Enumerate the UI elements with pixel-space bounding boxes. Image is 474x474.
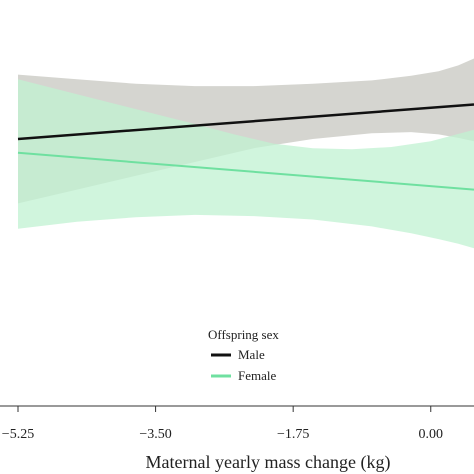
line-female: [17, 151, 474, 191]
x-tick-label: −5.25: [2, 427, 34, 442]
x-axis: −5.25 −3.50 −1.75 0.00 Maternal yearly mass…: [0, 405, 474, 473]
fit-lines: [17, 103, 474, 191]
x-tick-label: 0.00: [419, 427, 444, 442]
confidence-bands: [18, 58, 474, 249]
band-female: [18, 79, 474, 249]
legend: Offspring sex Male Female: [208, 327, 279, 383]
x-tick-label: −1.75: [277, 427, 309, 442]
line-male: [17, 103, 474, 141]
x-tick-label: −3.50: [139, 427, 171, 442]
x-ticks: −5.25 −3.50 −1.75 0.00: [2, 406, 443, 442]
legend-title: Offspring sex: [208, 327, 279, 342]
legend-label-female: Female: [238, 368, 276, 383]
legend-label-male: Male: [238, 347, 265, 362]
x-axis-title: Maternal yearly mass change (kg): [146, 452, 391, 473]
